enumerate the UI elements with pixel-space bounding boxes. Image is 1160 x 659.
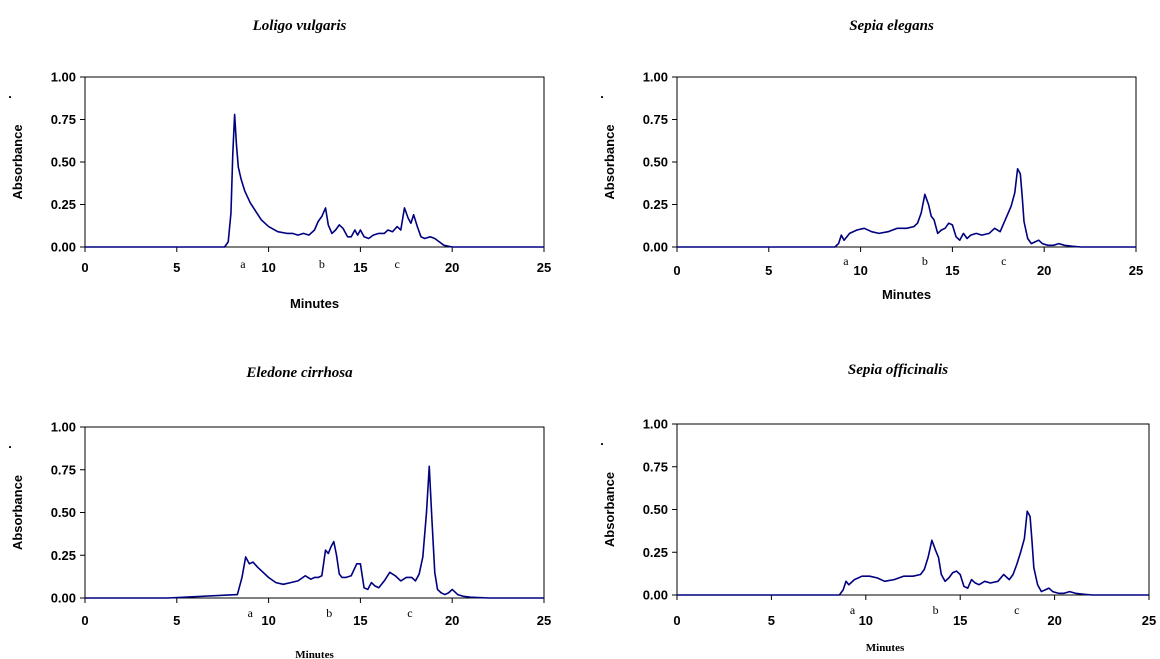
y-tick-label: 1.00 (51, 420, 76, 435)
absorbance-trace (677, 168, 1136, 248)
x-tick-label: 5 (768, 613, 775, 628)
x-tick-label: 25 (537, 260, 551, 275)
plot-frame (84, 76, 545, 248)
chart-panel-2: Sepia elegans 0.00 0.25 0.50 0.75 1.00 0 5 10 15 2… (591, 18, 1143, 302)
y-axis-label: Absorbance (602, 124, 617, 199)
y-tick-label: 0.75 (643, 459, 668, 474)
y-tick-label: 0.25 (643, 197, 668, 212)
x-tick-label: 10 (261, 613, 275, 628)
chart-panel-3: Eledone cirrhosa 0.00 0.25 0.50 0.75 1.00 0 5 10… (0, 365, 551, 659)
x-tick-label: 0 (81, 260, 88, 275)
x-tick-label: 25 (537, 613, 551, 628)
y-tick-label: 0.75 (51, 462, 76, 477)
x-tick-label: 15 (353, 260, 367, 275)
y-tick-label: 0.00 (643, 588, 668, 603)
plot-frame (84, 426, 545, 599)
x-tick-label: 0 (81, 613, 88, 628)
y-tick-label: 0.50 (643, 502, 668, 517)
y-axis-label-dot: . (0, 445, 14, 449)
chart-title: Sepia officinalis (848, 362, 948, 378)
y-axis-label-dot: . (0, 95, 14, 99)
y-tick-label: 0.75 (643, 112, 668, 127)
y-axis-label: Absorbance (10, 124, 25, 199)
y-axis-label-dot: . (591, 95, 606, 99)
y-tick-label: 0.50 (643, 155, 668, 170)
x-tick-label: 25 (1142, 613, 1156, 628)
x-tick-label: 5 (173, 260, 180, 275)
chart-title: Loligo vulgaris (252, 18, 347, 34)
y-tick-label: 0.75 (51, 112, 76, 127)
y-tick-label: 1.00 (51, 70, 76, 85)
x-tick-label: 10 (261, 260, 275, 275)
x-axis-label: Minutes (866, 642, 905, 654)
peak-marker-c: c (1001, 254, 1006, 268)
absorbance-trace (85, 113, 544, 248)
y-tick-label: 0.50 (51, 505, 76, 520)
plot-frame (676, 76, 1137, 248)
x-tick-label: 5 (173, 613, 180, 628)
peak-marker-a: a (850, 603, 856, 617)
y-tick-label: 0.50 (51, 155, 76, 170)
y-tick-label: 0.25 (51, 197, 76, 212)
x-tick-label: 5 (765, 263, 772, 278)
peak-marker-a: a (843, 254, 849, 268)
x-tick-label: 15 (353, 613, 367, 628)
y-tick-label: 0.00 (51, 591, 76, 606)
x-tick-label: 20 (445, 260, 459, 275)
chart-title: Eledone cirrhosa (245, 365, 353, 381)
absorbance-trace (85, 465, 544, 599)
x-tick-label: 20 (1037, 263, 1051, 278)
peak-marker-a: a (248, 606, 254, 620)
x-axis-label: Minutes (882, 287, 931, 302)
chart-panel-4: Sepia officinalis 0.00 0.25 0.50 0.75 1.00 0 5 1… (591, 362, 1156, 654)
y-axis-label: Absorbance (602, 472, 617, 547)
chart-panel-1: Loligo vulgaris 0.00 0.25 0.50 0.75 1.00 0 5 10 1… (0, 18, 551, 311)
peak-marker-c: c (1014, 603, 1019, 617)
x-tick-label: 20 (1047, 613, 1061, 628)
x-tick-label: 10 (859, 613, 873, 628)
y-tick-label: 0.00 (643, 240, 668, 255)
x-tick-label: 15 (953, 613, 967, 628)
y-axis-label: Absorbance (10, 475, 25, 550)
peak-marker-c: c (394, 257, 399, 271)
plot-frame (676, 423, 1150, 596)
peak-marker-b: b (326, 606, 332, 620)
y-tick-label: 1.00 (643, 70, 668, 85)
peak-marker-b: b (319, 257, 325, 271)
y-tick-label: 1.00 (643, 417, 668, 432)
x-tick-label: 10 (853, 263, 867, 278)
y-axis-label-dot: . (591, 442, 606, 446)
x-tick-label: 25 (1129, 263, 1143, 278)
x-axis-label: Minutes (295, 649, 334, 659)
peak-marker-c: c (407, 606, 412, 620)
x-tick-label: 0 (673, 613, 680, 628)
y-tick-label: 0.00 (51, 240, 76, 255)
absorbance-trace (677, 510, 1149, 596)
peak-marker-b: b (922, 254, 928, 268)
y-tick-label: 0.25 (643, 545, 668, 560)
peak-marker-b: b (933, 603, 939, 617)
x-tick-label: 20 (445, 613, 459, 628)
peak-marker-a: a (240, 257, 246, 271)
x-axis-label: Minutes (290, 296, 339, 311)
x-tick-label: 0 (673, 263, 680, 278)
x-tick-label: 15 (945, 263, 959, 278)
chart-title: Sepia elegans (849, 18, 934, 34)
y-tick-label: 0.25 (51, 548, 76, 563)
